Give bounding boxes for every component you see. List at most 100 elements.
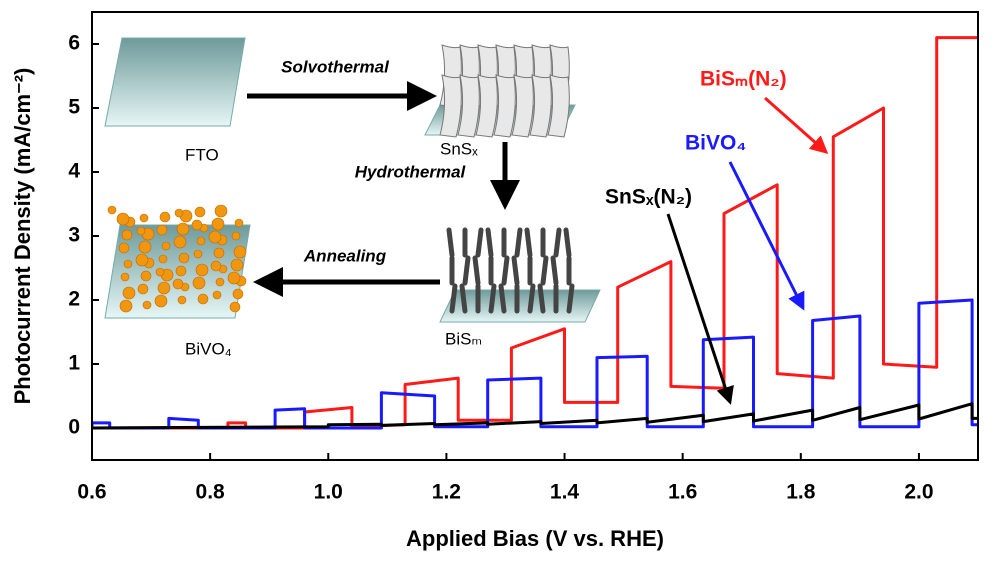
rod xyxy=(462,255,471,286)
rod xyxy=(488,283,497,314)
x-axis-title: Applied Bias (V vs. RHE) xyxy=(406,526,664,551)
particle xyxy=(192,276,206,290)
series-annotations: BiSₘ(N₂) BiVO₄ SnSₓ(N₂) xyxy=(605,68,829,405)
particle xyxy=(136,226,146,236)
particle xyxy=(191,219,203,231)
rod xyxy=(498,283,507,314)
series-label: BiSₘ(N₂) xyxy=(700,68,787,91)
rod xyxy=(537,283,546,314)
inset-label: BiVO₄ xyxy=(185,339,232,358)
particle xyxy=(154,294,168,308)
x-tick-label: 0.8 xyxy=(196,481,226,504)
y-tick-label: 2 xyxy=(68,288,80,311)
y-tick-label: 6 xyxy=(68,32,80,55)
rod xyxy=(550,255,559,286)
rod xyxy=(553,227,562,258)
rod xyxy=(511,255,520,286)
particle xyxy=(215,277,225,287)
rod xyxy=(514,227,523,258)
particle xyxy=(161,241,171,251)
step-label: Hydrothermal xyxy=(355,162,467,181)
rod xyxy=(524,227,533,258)
particle xyxy=(211,217,225,231)
particle xyxy=(175,265,187,277)
rod xyxy=(485,227,494,258)
sheet xyxy=(493,74,516,138)
rod xyxy=(459,283,468,314)
particle xyxy=(213,247,225,259)
y-axis-title: Photocurrent Density (mA/cm⁻²) xyxy=(10,68,35,405)
particle xyxy=(176,222,190,236)
rod xyxy=(566,283,575,314)
x-tick-label: 1.6 xyxy=(668,481,697,504)
particle xyxy=(120,272,130,282)
inset-diagram: Solvothermal Hydrothermal Annealing FTO … xyxy=(104,37,601,358)
inset-label: FTO xyxy=(185,145,219,164)
particle xyxy=(172,278,184,290)
particle xyxy=(234,218,244,228)
particle xyxy=(230,258,244,272)
particle xyxy=(177,295,187,305)
arrow xyxy=(764,96,829,154)
arrow xyxy=(666,213,734,405)
particle xyxy=(212,290,222,300)
y-tick-label: 0 xyxy=(68,416,80,439)
rod xyxy=(475,227,484,258)
bivo4-particles xyxy=(107,204,247,313)
sheet xyxy=(547,74,570,138)
inset-label: BiSₘ xyxy=(445,329,482,348)
plot-area xyxy=(92,36,978,430)
sheet xyxy=(511,74,534,138)
particle xyxy=(195,263,209,277)
x-tick-label: 1.2 xyxy=(432,481,461,504)
particle xyxy=(140,270,152,282)
rod xyxy=(472,255,481,286)
particle xyxy=(197,293,209,305)
series-label: BiVO₄ xyxy=(685,132,746,155)
particle xyxy=(208,230,222,244)
x-tick-label: 0.6 xyxy=(77,481,106,504)
inset-label: SnSₓ xyxy=(440,139,478,158)
particle xyxy=(174,208,184,218)
x-tick-label: 2.0 xyxy=(904,481,933,504)
particle xyxy=(119,299,133,313)
particle xyxy=(107,205,117,215)
y-tick-label: 4 xyxy=(68,160,80,183)
y-tick-label: 5 xyxy=(68,96,80,119)
particle xyxy=(139,213,149,223)
particle xyxy=(232,288,244,300)
y-tick-label: 3 xyxy=(68,224,80,247)
particle xyxy=(194,206,206,218)
particle xyxy=(138,240,152,254)
particle xyxy=(121,229,133,241)
rod xyxy=(527,283,536,314)
particle xyxy=(135,253,149,267)
rod xyxy=(501,255,510,286)
particle xyxy=(231,231,241,241)
particle xyxy=(156,224,168,236)
particle xyxy=(155,267,165,277)
particle xyxy=(142,300,152,310)
particle xyxy=(122,286,136,300)
bism-rods xyxy=(446,227,575,314)
sheet xyxy=(475,74,498,138)
particle xyxy=(196,236,206,246)
particle xyxy=(157,281,171,295)
particle xyxy=(178,252,190,264)
sheet xyxy=(529,74,552,138)
sheet xyxy=(457,74,480,138)
series-line xyxy=(92,298,978,430)
particle xyxy=(137,283,149,295)
series-label: SnSₓ(N₂) xyxy=(605,186,692,209)
particle xyxy=(158,254,168,264)
particle xyxy=(214,204,228,218)
rod xyxy=(446,227,455,258)
sheet xyxy=(439,74,462,138)
rod xyxy=(563,227,572,258)
step-label: Solvothermal xyxy=(281,57,390,76)
x-tick-label: 1.0 xyxy=(314,481,343,504)
fto-slab xyxy=(104,37,246,127)
particle xyxy=(227,271,241,285)
x-tick-label: 1.8 xyxy=(786,481,816,504)
